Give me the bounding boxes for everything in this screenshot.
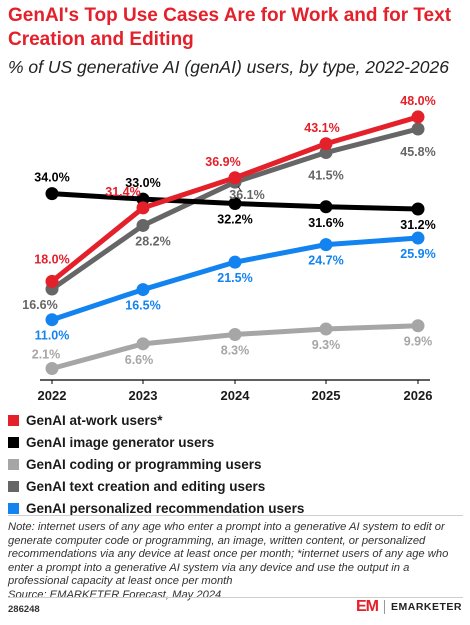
x-tick-label: 2024 (221, 388, 251, 403)
line-chart: 2022 2023 2024 2025 2026 18.0% 31.4% 36.9% 43.1%… (22, 94, 435, 403)
x-tick-label: 2025 (312, 388, 341, 403)
data-label: 33.0% (125, 176, 160, 190)
data-point (411, 319, 425, 333)
logo-text: EMARKETER (390, 601, 462, 613)
data-point (136, 218, 150, 232)
label-connector (237, 185, 242, 192)
data-point (319, 322, 333, 336)
data-point (45, 187, 59, 201)
data-point (228, 197, 242, 211)
data-point (228, 328, 242, 342)
chart-subtitle: % of US generative AI (genAI) users, by … (8, 57, 449, 77)
footer-divider (8, 515, 463, 516)
data-point (411, 231, 425, 245)
data-point (411, 122, 425, 136)
chart-legend: GenAI at-work users* GenAI image generato… (8, 409, 463, 519)
em-logo-icon: EM (355, 598, 379, 615)
data-point (319, 200, 333, 214)
data-label: 36.1% (229, 188, 264, 202)
data-label: 31.2% (400, 218, 435, 232)
data-point (319, 137, 333, 151)
note-text: Note: internet users of any age who ente… (8, 521, 449, 588)
data-point (411, 110, 425, 124)
legend-label: GenAI image generator users (26, 434, 215, 450)
logo-separator (383, 600, 385, 614)
data-label: 8.3% (221, 344, 250, 358)
legend-swatch (8, 458, 19, 470)
data-label: 2.1% (32, 347, 61, 361)
legend-swatch (8, 414, 19, 426)
data-label: 6.6% (125, 353, 154, 367)
legend-item: GenAI personalized recommendation users (8, 497, 463, 519)
legend-item: GenAI text creation and editing users (8, 475, 463, 497)
data-label: 9.9% (404, 335, 433, 349)
data-label: 16.5% (125, 299, 160, 313)
x-tick-label: 2026 (404, 388, 433, 403)
data-label: 31.6% (308, 216, 343, 230)
data-point (136, 283, 150, 297)
legend-swatch (8, 436, 19, 448)
data-label: 24.7% (308, 254, 343, 268)
legend-swatch (8, 502, 19, 514)
data-label: 28.2% (135, 234, 170, 248)
legend-item: GenAI at-work users* (8, 409, 463, 431)
x-tick-label: 2022 (38, 388, 67, 403)
data-point (228, 255, 242, 269)
legend-label: GenAI personalized recommendation users (26, 500, 305, 516)
legend-swatch (8, 480, 19, 492)
legend-item: GenAI coding or programming users (8, 453, 463, 475)
data-point (45, 274, 59, 288)
data-label: 45.8% (400, 145, 435, 159)
data-point (45, 313, 59, 327)
data-label: 43.1% (304, 121, 339, 135)
legend-label: GenAI coding or programming users (26, 456, 262, 472)
chart-id: 286248 (8, 604, 40, 615)
legend-label: GenAI text creation and editing users (26, 478, 266, 494)
data-label: 36.9% (205, 155, 240, 169)
data-label: 9.3% (312, 338, 341, 352)
data-label: 32.2% (217, 213, 252, 227)
data-label: 48.0% (400, 94, 435, 108)
data-label: 16.6% (22, 298, 57, 312)
legend-label: GenAI at-work users* (26, 412, 163, 428)
data-label: 21.5% (217, 271, 252, 285)
footer-divider-bottom (8, 597, 463, 598)
legend-item: GenAI image generator users (8, 431, 463, 453)
data-label: 18.0% (34, 252, 69, 266)
chart-title: GenAI's Top Use Cases Are for Work and f… (8, 5, 452, 50)
data-point (411, 202, 425, 216)
data-point (45, 361, 59, 375)
data-label: 41.5% (308, 169, 343, 183)
data-point (136, 201, 150, 215)
data-label: 31.4% (105, 185, 140, 199)
emarketer-logo: EM EMARKETER (356, 598, 462, 616)
data-label: 25.9% (400, 247, 435, 261)
data-point (136, 337, 150, 351)
data-point (319, 238, 333, 252)
footer-note: Note: internet users of any age who ente… (8, 521, 466, 603)
data-point (228, 171, 242, 185)
data-label: 34.0% (34, 171, 69, 185)
x-tick-label: 2023 (129, 388, 158, 403)
data-label: 11.0% (35, 329, 70, 343)
